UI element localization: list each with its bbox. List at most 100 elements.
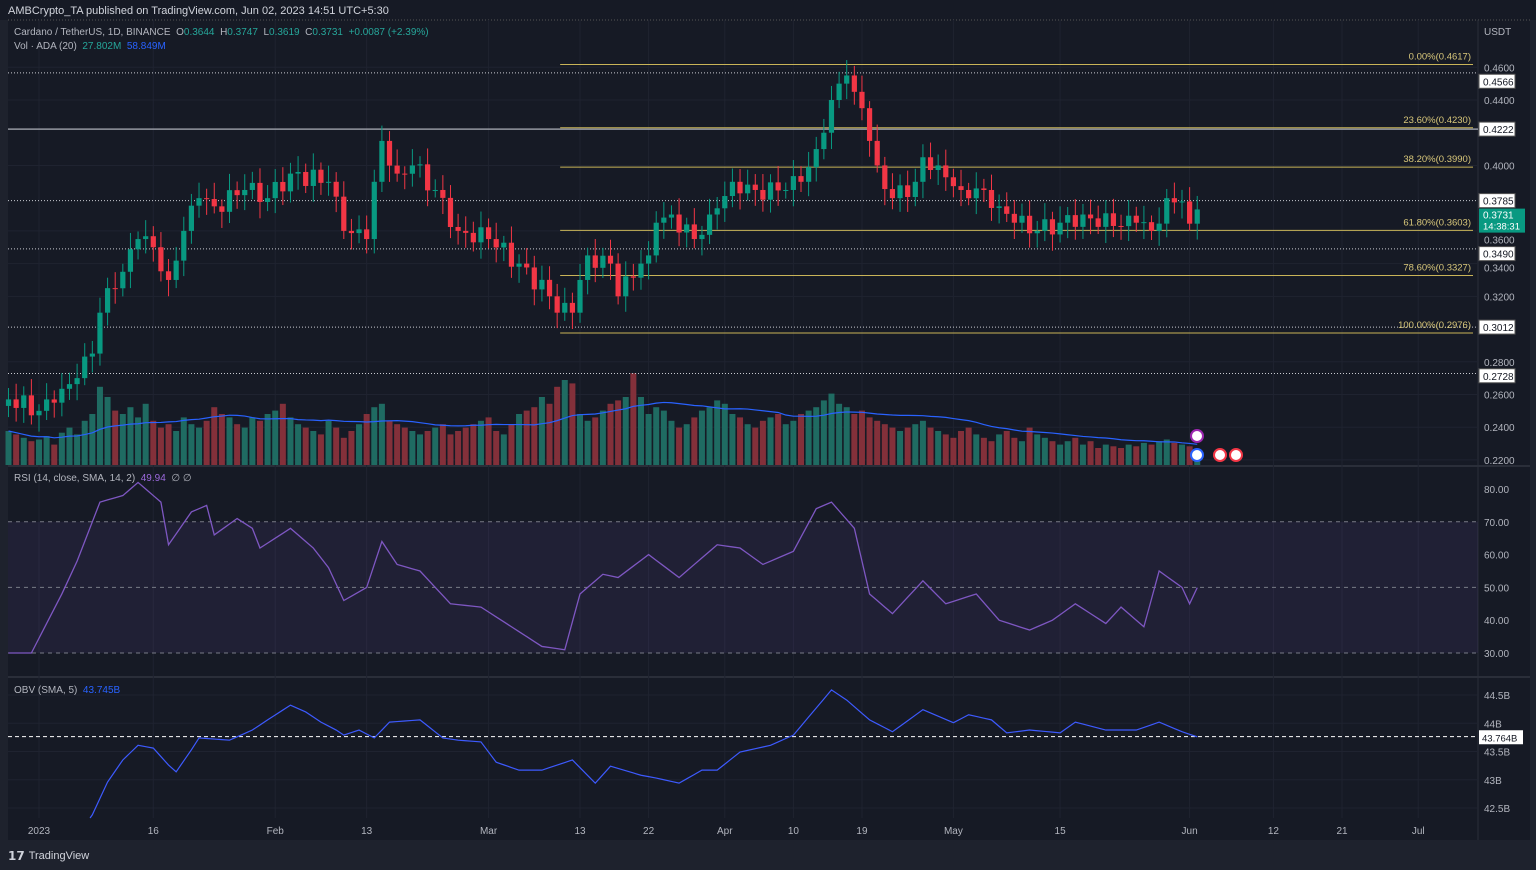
obv-tick-label: 43B — [1484, 776, 1502, 787]
candle-body — [706, 214, 713, 235]
economic-event-icon[interactable] — [1229, 448, 1243, 462]
candle-body — [1194, 209, 1200, 224]
volume-bar — [150, 420, 157, 465]
candle-body — [165, 271, 172, 280]
candle-body — [958, 186, 964, 190]
rsi-tick-label: 50.00 — [1484, 583, 1509, 594]
volume-bar — [897, 431, 904, 465]
volume-bar — [607, 403, 614, 465]
economic-event-icon[interactable] — [1190, 429, 1204, 443]
candle-body — [150, 236, 156, 248]
volume-bar — [523, 410, 530, 465]
volume-bar — [325, 420, 332, 465]
volume-bar — [843, 407, 850, 465]
candle-body — [425, 164, 431, 191]
fib-level-label: 23.60%(0.4230) — [1403, 115, 1471, 126]
volume-bar — [942, 434, 949, 465]
volume-bar — [798, 414, 804, 465]
candle-body — [1057, 222, 1063, 235]
volume-bar — [1186, 446, 1193, 465]
price-level-label: 0.2728 — [1483, 372, 1514, 383]
volume-bar — [935, 431, 942, 465]
candle-body — [120, 271, 126, 289]
price-tick-label: 0.4000 — [1484, 161, 1515, 172]
volume-bar — [295, 424, 302, 465]
volume-bar — [317, 434, 324, 465]
candle-body — [668, 214, 675, 218]
price-level-label: 0.3490 — [1483, 250, 1514, 261]
price-tick-label: 0.3200 — [1484, 292, 1515, 303]
candle-body — [653, 222, 659, 256]
rsi-tick-label: 60.00 — [1484, 551, 1509, 562]
volume-bar — [775, 414, 782, 465]
fib-level-label: 100.00%(0.2976) — [1398, 320, 1471, 331]
volume-bar — [1133, 446, 1140, 465]
volume-bar — [165, 424, 172, 465]
obv-legend: OBV (SMA, 5) 43.745B — [14, 685, 120, 696]
high-value: 0.3747 — [227, 27, 258, 38]
candle-body — [592, 255, 598, 268]
candle-body — [173, 260, 179, 280]
volume-bar — [752, 427, 759, 465]
obv-value: 43.745B — [82, 685, 121, 696]
volume-bar — [881, 424, 888, 465]
volume-bar — [1148, 444, 1155, 465]
symbol-name[interactable]: Cardano / TetherUS, 1D, BINANCE — [14, 27, 171, 38]
candle-body — [600, 255, 606, 268]
candle-body — [226, 190, 233, 212]
volume-bar — [744, 424, 751, 465]
candle-body — [516, 263, 522, 267]
volume-bar — [637, 397, 644, 465]
candle-body — [463, 230, 469, 233]
candle-body — [447, 197, 454, 228]
volume-bar — [828, 393, 835, 465]
volume-bar — [927, 427, 934, 465]
candle-body — [74, 378, 80, 385]
economic-event-icon[interactable] — [1190, 448, 1204, 462]
volume-bar — [218, 414, 225, 465]
candle-body — [1141, 222, 1147, 224]
candle-body — [996, 206, 1002, 208]
volume-bar — [1102, 444, 1109, 465]
candle-body — [859, 91, 865, 109]
candle-body — [386, 140, 393, 166]
volume-bar — [645, 414, 652, 465]
obv-label[interactable]: OBV (SMA, 5) — [14, 685, 78, 696]
volume-bar — [119, 414, 126, 465]
obv-tick-label: 42.5B — [1484, 804, 1510, 815]
volume-bar — [157, 427, 164, 465]
candle-body — [783, 189, 789, 191]
candle-body — [181, 230, 187, 261]
candle-body — [943, 165, 949, 178]
candle-body — [539, 279, 545, 290]
volume-bar — [1163, 439, 1170, 465]
price-level-badge — [1478, 121, 1516, 137]
volume-bar — [996, 434, 1003, 465]
volume-bar — [813, 407, 820, 465]
candle-body — [1156, 223, 1162, 231]
candle-body — [325, 181, 332, 183]
candle-body — [219, 206, 225, 212]
candle-body — [950, 177, 956, 187]
candle-body — [813, 149, 819, 168]
candle-body — [1034, 230, 1040, 234]
candle-body — [646, 255, 652, 264]
volume-bar — [1003, 431, 1010, 465]
tradingview-brand[interactable]: 𝟭𝟳 TradingView — [8, 849, 89, 863]
candle-body — [851, 75, 857, 92]
candle-body — [249, 182, 255, 190]
rsi-legend: RSI (14, close, SMA, 14, 2) 49.94 ∅ ∅ — [14, 473, 192, 484]
candle-body — [280, 181, 286, 192]
volume-label[interactable]: Vol · ADA (20) — [14, 41, 77, 52]
volume-bar — [874, 420, 881, 465]
economic-event-icon[interactable] — [1213, 448, 1227, 462]
candle-body — [143, 236, 149, 240]
volume-bar — [340, 437, 347, 465]
rsi-label[interactable]: RSI (14, close, SMA, 14, 2) — [14, 473, 136, 484]
volume-bar — [546, 403, 553, 465]
candle-body — [394, 165, 400, 174]
volume-bar — [1026, 427, 1033, 465]
candle-body — [607, 255, 614, 264]
chart-canvas[interactable]: 2023 16 Feb 13 Mar 13 22 Apr 10 19 May 15 Jun 12 21 Jul… — [0, 0, 1536, 842]
candle-body — [13, 399, 19, 408]
